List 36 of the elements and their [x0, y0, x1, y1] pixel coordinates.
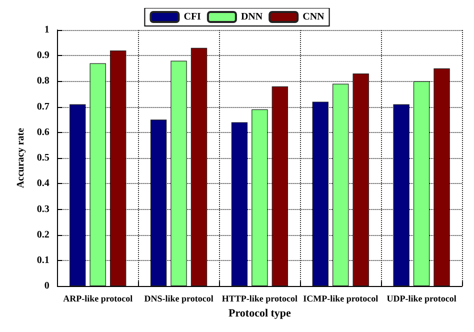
bar: [252, 109, 268, 286]
bar: [332, 84, 349, 286]
y-tick-label: 0.1: [36, 254, 50, 266]
y-tick-label: 0.3: [36, 204, 50, 215]
bar: [70, 104, 86, 286]
bar: [150, 120, 167, 286]
x-tick-label: ICMP-like protocol: [303, 294, 379, 304]
bar: [90, 63, 106, 286]
bar: [352, 74, 369, 286]
y-tick-label: 0.7: [36, 101, 50, 112]
y-tick-label: 0.6: [36, 126, 50, 138]
bar: [393, 104, 410, 286]
x-tick-label: DNS-like protocol: [144, 294, 214, 304]
bar: [231, 122, 248, 286]
x-tick-label: ARP-like protocol: [63, 294, 134, 304]
legend-label: CFI: [184, 12, 202, 22]
y-tick-label: 0.5: [36, 152, 50, 164]
bar: [312, 102, 328, 286]
y-tick-label: 0.4: [36, 178, 50, 190]
bar: [413, 81, 430, 286]
y-tick-label: 0: [44, 280, 50, 292]
y-tick-label: 0.9: [36, 50, 50, 62]
bar: [110, 50, 126, 286]
x-tick-label: HTTP-like protocol: [222, 294, 298, 304]
bar: [434, 68, 450, 286]
y-tick-label: 0.2: [36, 229, 50, 240]
x-tick-label: UDP-like protocol: [386, 294, 457, 304]
legend-label: DNN: [240, 12, 264, 22]
y-tick-label: 1: [44, 24, 50, 36]
legend-label: CNN: [302, 12, 326, 22]
x-axis-title: Protocol type: [228, 308, 292, 320]
bar: [170, 60, 187, 286]
y-axis-title: Accuracy rate: [16, 127, 26, 188]
y-tick-label: 0.8: [36, 76, 50, 87]
bar: [190, 48, 208, 286]
bar: [272, 86, 288, 286]
